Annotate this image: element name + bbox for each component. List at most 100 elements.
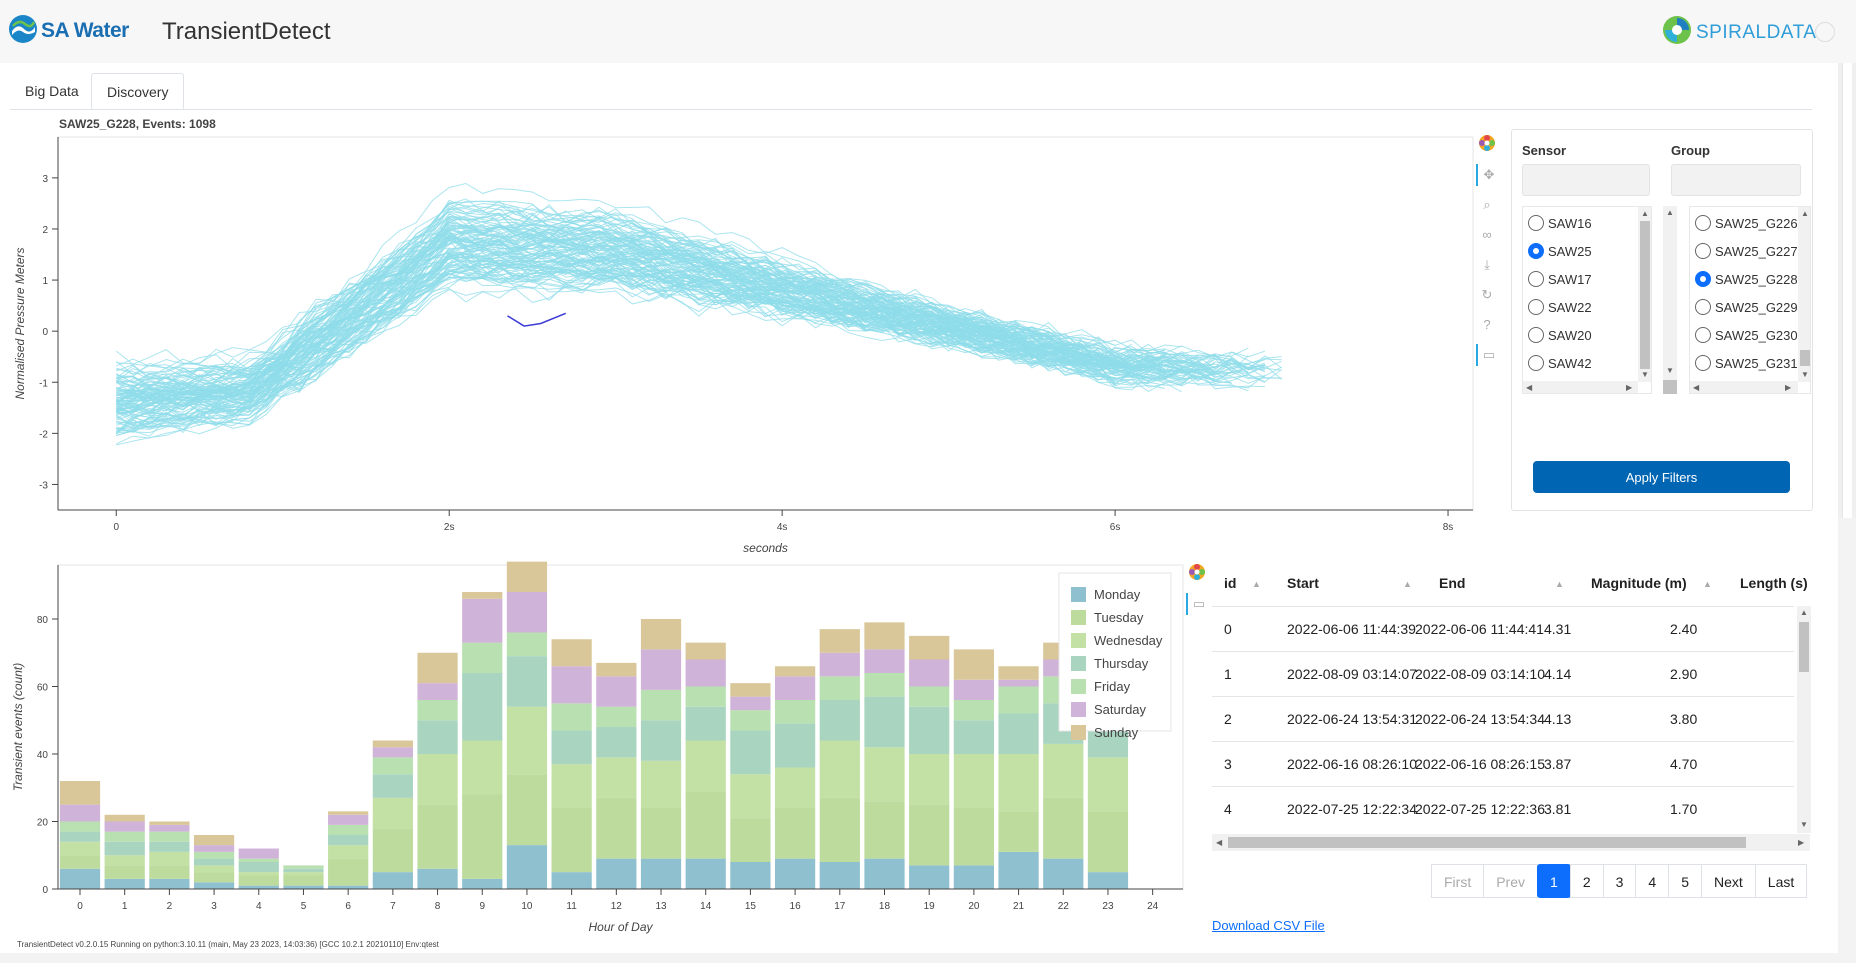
bar-segment-monday[interactable] xyxy=(730,862,771,889)
bar-segment-thursday[interactable] xyxy=(149,841,190,852)
bar-segment-sunday[interactable] xyxy=(685,642,726,660)
bar-segment-tuesday[interactable] xyxy=(685,791,726,859)
sawater-logo[interactable]: SA Water xyxy=(8,14,129,48)
group-option[interactable]: SAW25_G230 xyxy=(1695,323,1798,347)
bar-segment-thursday[interactable] xyxy=(238,862,279,873)
radio-button[interactable] xyxy=(1695,243,1711,259)
bar-segment-sunday[interactable] xyxy=(149,821,190,825)
page-3-button[interactable]: 3 xyxy=(1602,864,1637,898)
bar-segment-friday[interactable] xyxy=(819,676,860,700)
bar-segment-wednesday[interactable] xyxy=(998,754,1039,812)
bar-segment-tuesday[interactable] xyxy=(462,794,503,879)
spiraldata-logo[interactable]: SPIRALDATA xyxy=(1662,15,1816,50)
bar-segment-thursday[interactable] xyxy=(998,713,1039,755)
radio-button[interactable] xyxy=(1695,355,1711,371)
hover-icon[interactable]: ▭ xyxy=(1186,593,1210,615)
bar-segment-friday[interactable] xyxy=(998,686,1039,714)
bar-segment-saturday[interactable] xyxy=(551,666,592,704)
legend-swatch[interactable] xyxy=(1071,610,1086,625)
sensor-list-scrollbar[interactable]: ▲ ▼ xyxy=(1638,207,1651,382)
filter-divider-scrollbar[interactable]: ▲ ▼ xyxy=(1663,206,1677,394)
bar-segment-tuesday[interactable] xyxy=(59,855,101,869)
bar-segment-wednesday[interactable] xyxy=(328,845,369,859)
bar-segment-tuesday[interactable] xyxy=(328,858,369,886)
bar-segment-friday[interactable] xyxy=(59,821,101,832)
bar-segment-saturday[interactable] xyxy=(640,649,682,690)
table-row[interactable]: 1 2022-08-09 03:14:07 2022-08-09 03:14:10 4… xyxy=(1212,651,1794,697)
bar-segment-saturday[interactable] xyxy=(149,824,190,832)
bar-segment-tuesday[interactable] xyxy=(104,865,145,879)
tab-discovery[interactable]: Discovery xyxy=(91,73,185,109)
bar-segment-friday[interactable] xyxy=(238,858,279,862)
bar-segment-monday[interactable] xyxy=(462,878,503,889)
bar-segment-monday[interactable] xyxy=(328,885,369,889)
tab-big-data[interactable]: Big Data xyxy=(25,83,79,99)
bar-segment-wednesday[interactable] xyxy=(1043,743,1084,798)
bar-segment-monday[interactable] xyxy=(238,885,279,889)
bar-segment-saturday[interactable] xyxy=(909,659,950,687)
bar-segment-friday[interactable] xyxy=(596,706,637,727)
sort-icon[interactable]: ▲ xyxy=(1252,579,1261,589)
bar-segment-tuesday[interactable] xyxy=(551,808,592,873)
radio-button[interactable] xyxy=(1695,299,1711,315)
page-prev-button[interactable]: Prev xyxy=(1483,864,1539,898)
bar-segment-saturday[interactable] xyxy=(685,659,726,687)
page-1-button[interactable]: 1 xyxy=(1537,864,1571,898)
bar-segment-wednesday[interactable] xyxy=(283,872,324,876)
bar-segment-tuesday[interactable] xyxy=(283,875,324,886)
bar-segment-friday[interactable] xyxy=(506,632,548,657)
sensor-option[interactable]: SAW17 xyxy=(1528,267,1592,291)
bar-segment-saturday[interactable] xyxy=(238,848,279,859)
bar-segment-monday[interactable] xyxy=(864,858,905,889)
bar-segment-saturday[interactable] xyxy=(328,814,369,825)
col-length[interactable]: Length (s) xyxy=(1740,575,1808,591)
bar-segment-tuesday[interactable] xyxy=(1087,811,1129,873)
radio-button[interactable] xyxy=(1528,243,1544,259)
bar-segment-thursday[interactable] xyxy=(506,656,548,707)
page-last-button[interactable]: Last xyxy=(1754,864,1808,898)
bar-segment-sunday[interactable] xyxy=(193,835,235,846)
bar-segment-friday[interactable] xyxy=(953,700,994,721)
radio-button[interactable] xyxy=(1528,299,1544,315)
bar-segment-tuesday[interactable] xyxy=(730,818,771,862)
bar-segment-thursday[interactable] xyxy=(819,700,860,741)
bar-segment-monday[interactable] xyxy=(104,878,145,889)
bokeh-logo-icon[interactable] xyxy=(1476,134,1498,156)
bar-segment-wednesday[interactable] xyxy=(819,740,860,798)
bar-segment-wednesday[interactable] xyxy=(1087,757,1129,812)
bar-segment-sunday[interactable] xyxy=(462,592,503,599)
bar-segment-friday[interactable] xyxy=(417,700,458,721)
pan-icon[interactable]: ✥ xyxy=(1476,164,1500,186)
bar-segment-wednesday[interactable] xyxy=(372,797,413,829)
legend-swatch[interactable] xyxy=(1071,633,1086,648)
bar-segment-tuesday[interactable] xyxy=(774,808,816,859)
lasso-icon[interactable]: ∞ xyxy=(1482,227,1492,242)
bar-segment-saturday[interactable] xyxy=(193,845,235,852)
bar-segment-sunday[interactable] xyxy=(417,652,458,684)
sensor-option[interactable]: SAW16 xyxy=(1528,211,1592,235)
bar-segment-sunday[interactable] xyxy=(953,649,994,680)
sensor-list-hscrollbar[interactable]: ◀ ▶ xyxy=(1523,381,1638,393)
bar-segment-sunday[interactable] xyxy=(819,629,860,653)
bar-segment-thursday[interactable] xyxy=(417,720,458,754)
bar-segment-monday[interactable] xyxy=(372,872,413,889)
legend-label[interactable]: Thursday xyxy=(1094,656,1149,671)
legend-label[interactable]: Tuesday xyxy=(1094,610,1144,625)
bar-segment-thursday[interactable] xyxy=(283,868,324,873)
sort-icon[interactable]: ▲ xyxy=(1555,579,1564,589)
bar-segment-tuesday[interactable] xyxy=(909,804,950,866)
bar-segment-saturday[interactable] xyxy=(417,683,458,700)
bar-segment-monday[interactable] xyxy=(1087,872,1129,889)
col-start[interactable]: Start xyxy=(1287,575,1319,591)
user-avatar[interactable] xyxy=(1815,22,1835,42)
bar-segment-tuesday[interactable] xyxy=(1043,797,1084,859)
bar-segment-monday[interactable] xyxy=(819,862,860,889)
bar-segment-tuesday[interactable] xyxy=(864,801,905,859)
sort-icon[interactable]: ▲ xyxy=(1703,579,1712,589)
page-5-button[interactable]: 5 xyxy=(1668,864,1702,898)
bar-segment-wednesday[interactable] xyxy=(238,872,279,876)
col-end[interactable]: End xyxy=(1439,575,1466,591)
group-option[interactable]: SAW25_G227 xyxy=(1695,239,1798,263)
sensor-list[interactable]: SAW16 SAW25 SAW17 SAW22 SAW20 SAW42 ▲ ▼ ◀ ▶ xyxy=(1522,206,1652,394)
bar-segment-saturday[interactable] xyxy=(506,592,548,633)
